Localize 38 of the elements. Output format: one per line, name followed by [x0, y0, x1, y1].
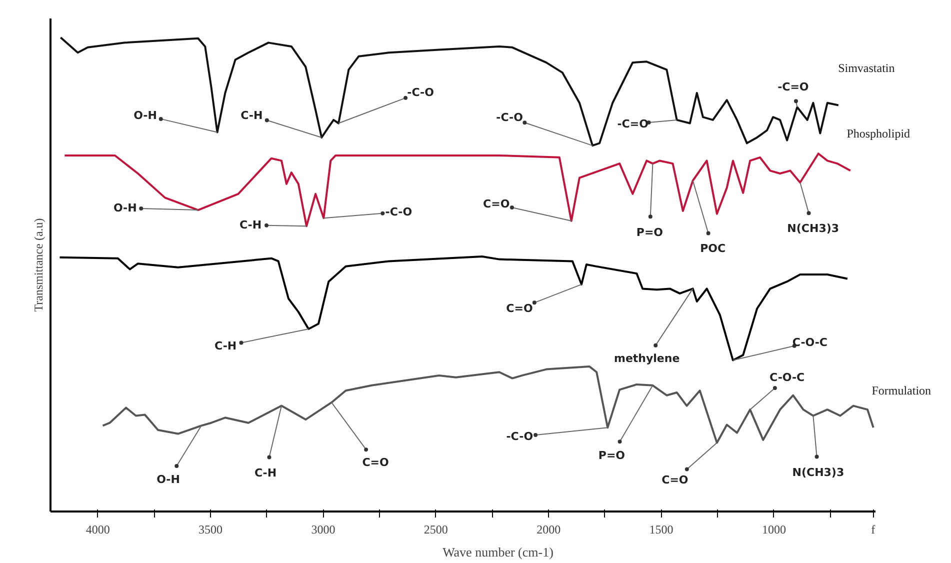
annotation: C-H: [239, 218, 262, 232]
annotation: C-H: [254, 466, 277, 480]
annotation: C-H: [240, 108, 263, 122]
x-tick-label: 3500: [198, 522, 223, 536]
annotation: C=O: [662, 473, 688, 486]
annotation: C=O: [362, 456, 389, 469]
annotation: -C=O: [617, 117, 648, 130]
x-tick-label: f: [871, 522, 876, 536]
x-tick-label: 1000: [762, 522, 786, 536]
annotation: C=O: [506, 302, 533, 315]
y-axis-title: Transmittance (a.u): [32, 218, 46, 312]
annotation: C-O-C: [792, 336, 828, 349]
annotation: -C-O: [407, 86, 434, 99]
x-tick-label: 3000: [311, 522, 336, 536]
annotation: N(CH3)3: [787, 222, 840, 236]
annotation: N(CH3)3: [792, 466, 844, 480]
x-axis-title: Wave number (cm-1): [442, 544, 554, 560]
annotation: -C=O: [778, 80, 809, 94]
annotation: -C-O: [506, 430, 534, 444]
annotation: P=O: [598, 448, 626, 462]
annotation: O-H: [113, 202, 137, 215]
x-tick-label: 2000: [536, 522, 561, 536]
annotation: C-H: [214, 339, 237, 352]
text: Simvastatin: [838, 61, 895, 76]
text: Phospholipid: [846, 126, 910, 141]
annotation: C=O: [483, 197, 510, 210]
x-tick-label: 1500: [649, 522, 674, 536]
annotation: -C-O: [385, 206, 412, 219]
annotation: O-H: [156, 473, 180, 486]
annotation: P=O: [636, 226, 664, 240]
x-tick-label: 4000: [86, 522, 110, 536]
annotation: methylene: [614, 352, 680, 366]
annotation: O-H: [134, 108, 157, 122]
annotation: -C-O: [496, 111, 523, 124]
series-label: Formulation: [872, 384, 932, 398]
x-tick-label: 2500: [424, 522, 448, 536]
annotation: C-O-C: [770, 371, 805, 384]
annotation: POC: [700, 242, 726, 256]
